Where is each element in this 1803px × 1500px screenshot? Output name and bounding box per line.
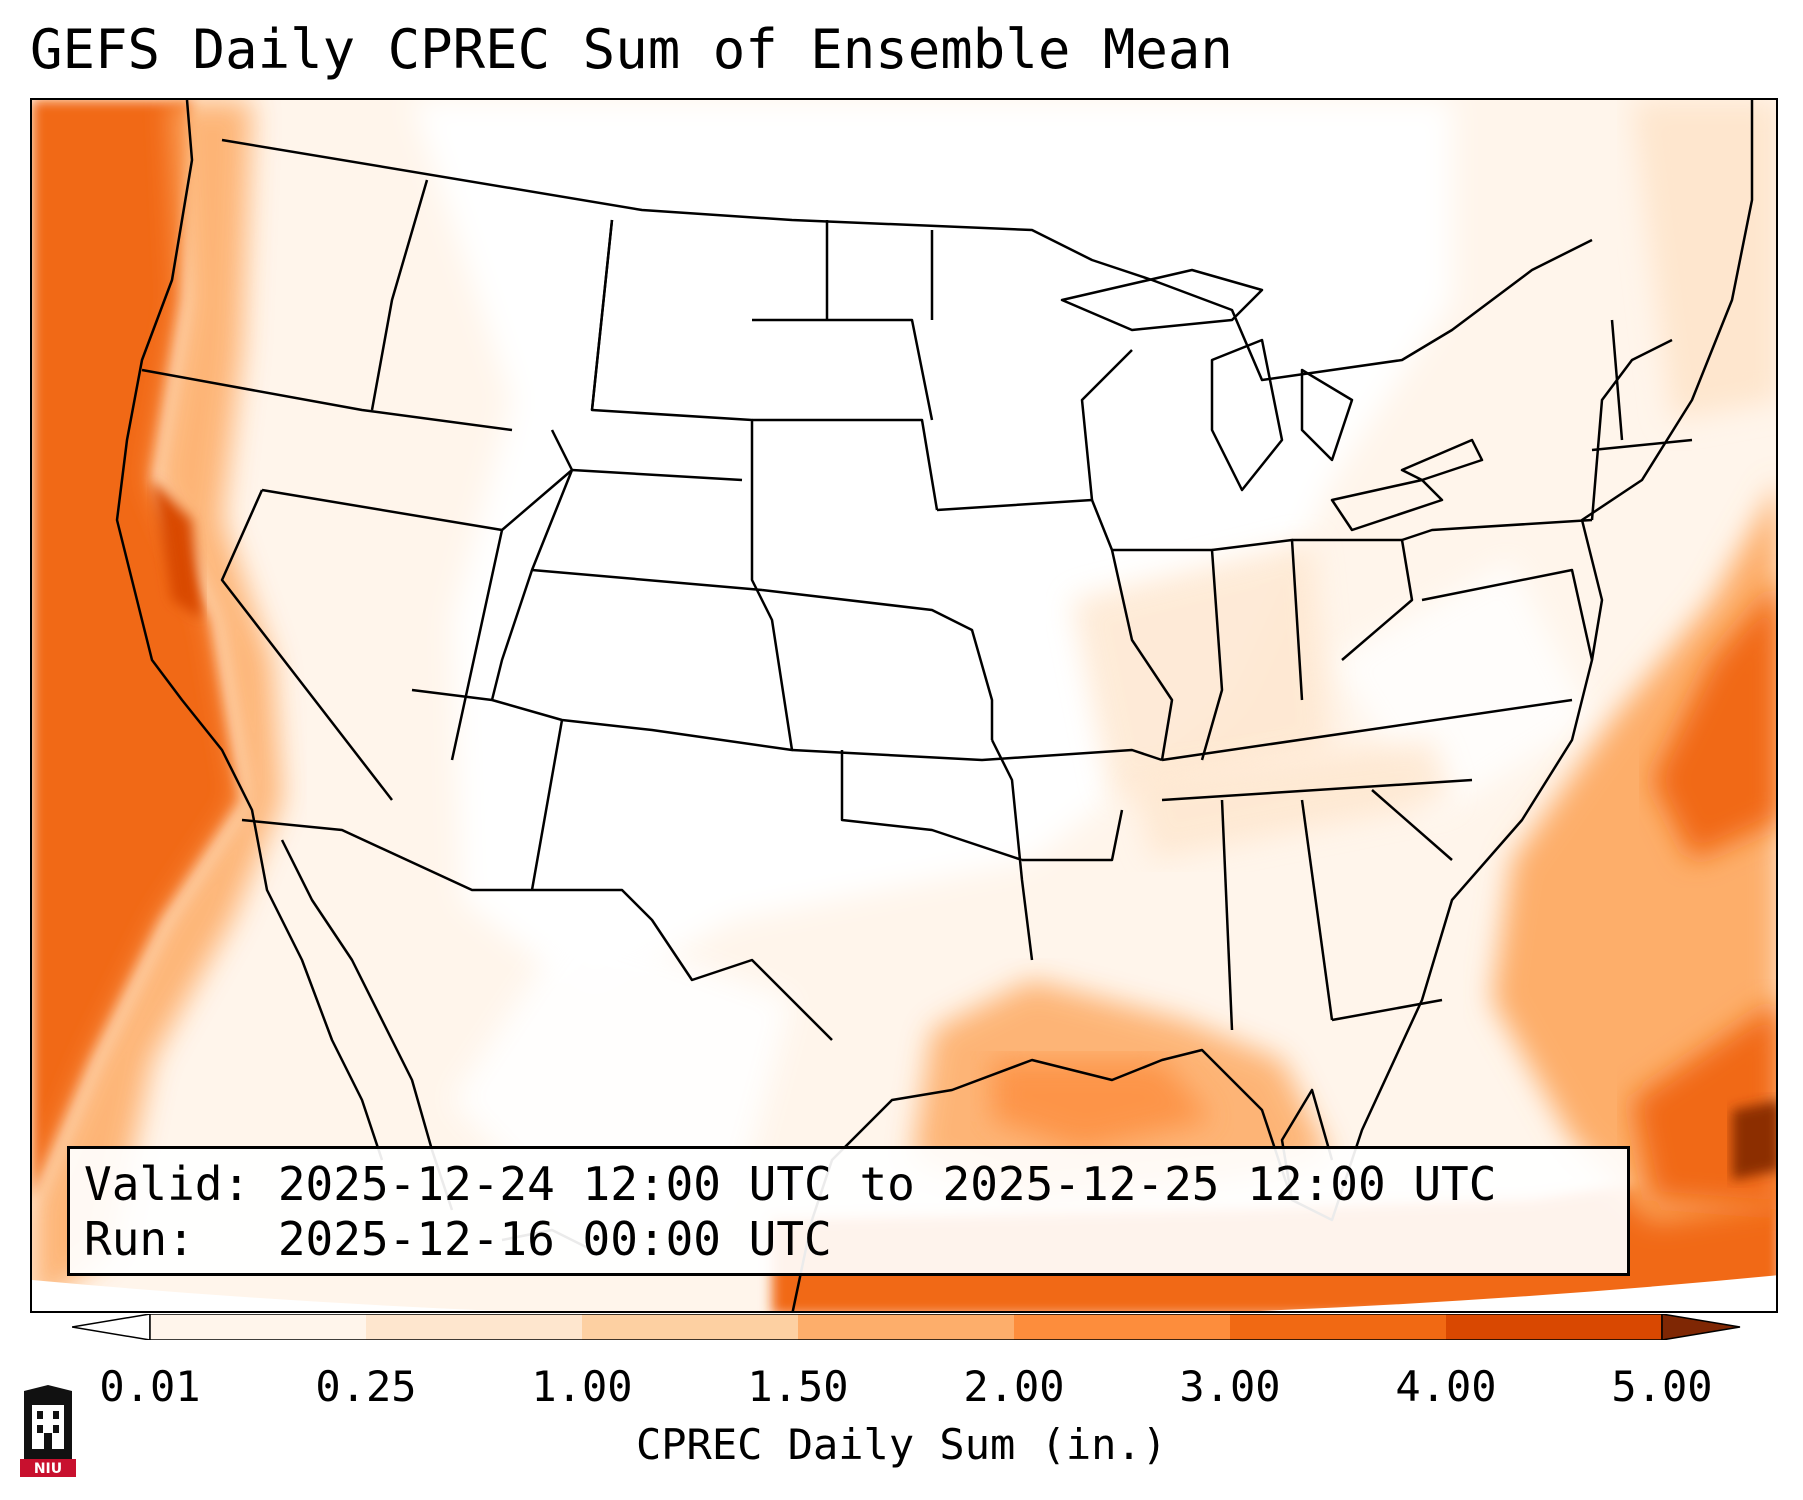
- map-boundaries: [115, 100, 1754, 1311]
- map-title: GEFS Daily CPREC Sum of Ensemble Mean: [30, 18, 1233, 81]
- colorbar-segment: [1446, 1314, 1663, 1340]
- valid-time-line: Valid: 2025-12-24 12:00 UTC to 2025-12-2…: [84, 1157, 1497, 1211]
- colorbar-segment: [1230, 1314, 1447, 1340]
- map-canvas: [32, 100, 1776, 1311]
- logo-band: [20, 1459, 76, 1477]
- niu-logo: NIU: [20, 1385, 76, 1477]
- colorbar-segment: [582, 1314, 799, 1340]
- colorbar-under-arrow: [72, 1314, 151, 1340]
- colorbar-tick-label: 4.00: [1395, 1362, 1497, 1411]
- logo-text: NIU: [34, 1461, 62, 1477]
- precipitation-map: [30, 98, 1778, 1313]
- colorbar-segments: [149, 1314, 1663, 1340]
- run-time-line: Run: 2025-12-16 00:00 UTC: [84, 1212, 832, 1266]
- colorbar-segment: [1014, 1314, 1231, 1340]
- precip-shading: [32, 100, 1776, 1311]
- colorbar-tick-label: 1.00: [531, 1362, 633, 1411]
- colorbar-segment: [150, 1314, 367, 1340]
- colorbar-over-arrow: [1661, 1314, 1741, 1340]
- colorbar-tick-label: 0.01: [99, 1362, 201, 1411]
- colorbar-tick-label: 1.50: [747, 1362, 849, 1411]
- colorbar-tick-label: 5.00: [1611, 1362, 1713, 1411]
- colorbar-tick-label: 3.00: [1179, 1362, 1281, 1411]
- colorbar-segment: [366, 1314, 583, 1340]
- colorbar-segment: [798, 1314, 1015, 1340]
- colorbar-tick-label: 0.25: [315, 1362, 417, 1411]
- colorbar-tick-label: 2.00: [963, 1362, 1065, 1411]
- valid-run-info-box: Valid: 2025-12-24 12:00 UTC to 2025-12-2…: [67, 1146, 1630, 1276]
- colorbar: [72, 1314, 1741, 1340]
- colorbar-label: CPREC Daily Sum (in.): [635, 1420, 1167, 1469]
